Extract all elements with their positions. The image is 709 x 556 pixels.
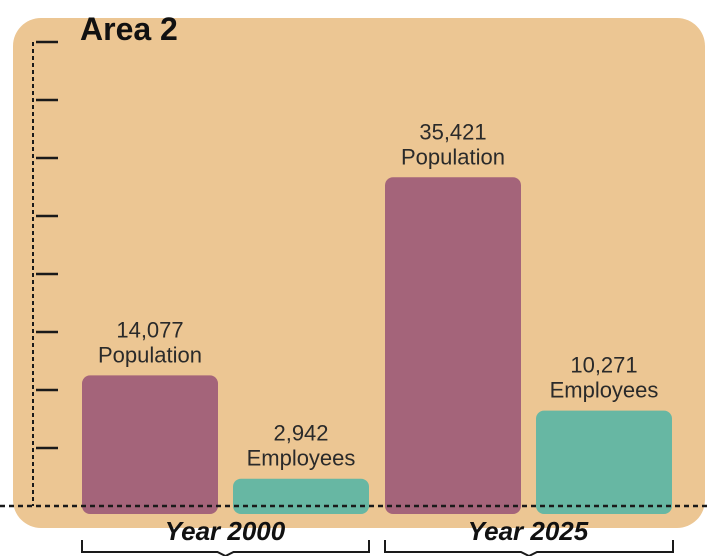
group-bracket-2000 xyxy=(81,540,370,556)
bar-category-label: Population xyxy=(98,342,202,367)
bar-category-label: Population xyxy=(401,144,505,169)
group-bracket-2025 xyxy=(384,540,674,556)
bar-value-label: 10,271 xyxy=(570,353,637,378)
bar-value-label: 2,942 xyxy=(273,421,328,446)
bar-population-2000 xyxy=(82,375,218,514)
bar-category-label: Employees xyxy=(550,378,659,403)
bar-labels: 14,077Population2,942Employees35,421Popu… xyxy=(98,119,658,470)
bar-employees-2000 xyxy=(233,478,369,514)
bar-population-2025 xyxy=(385,177,521,514)
group-brackets xyxy=(81,540,674,556)
bar-employees-2025 xyxy=(536,410,672,514)
bar-value-label: 14,077 xyxy=(116,317,183,342)
chart-title: Area 2 xyxy=(80,11,178,47)
group-label-year-2025: Year 2025 xyxy=(468,516,589,546)
group-label-year-2000: Year 2000 xyxy=(165,516,286,546)
y-axis xyxy=(32,40,58,506)
bar-category-label: Employees xyxy=(247,446,356,471)
group-labels: Year 2000 Year 2025 xyxy=(165,516,589,546)
bar-value-label: 35,421 xyxy=(419,119,486,144)
